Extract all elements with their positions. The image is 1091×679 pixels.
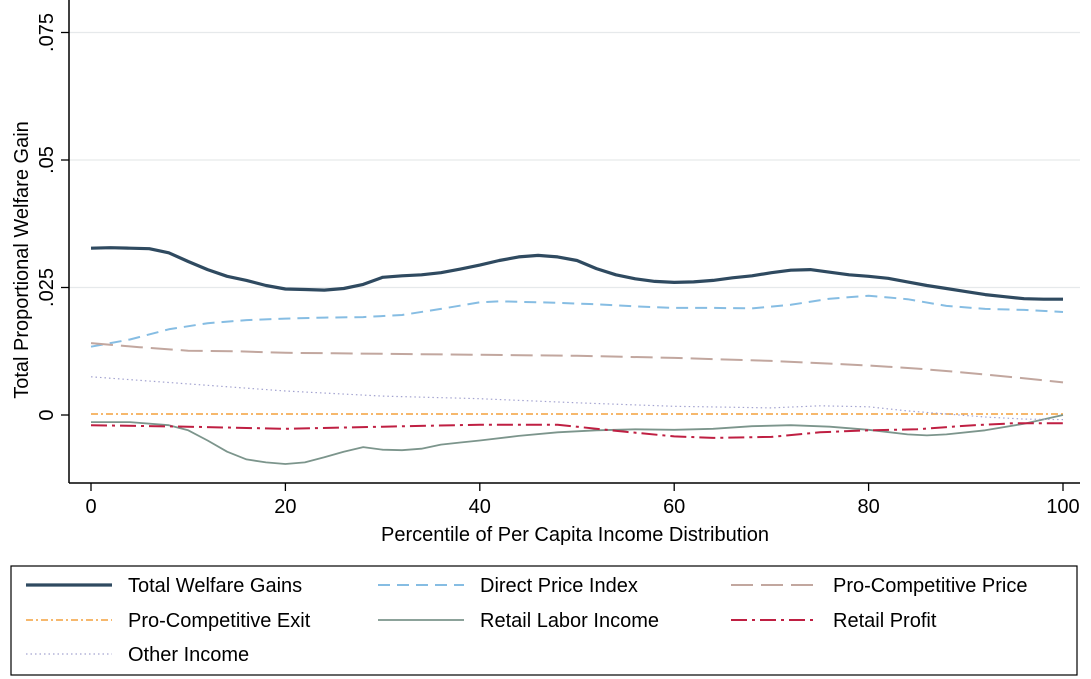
series-line-1 [90,294,1064,348]
y-tick-label-1: .025 [36,268,58,307]
y-axis-title: Total Proportional Welfare Gain [11,121,33,399]
legend-label-6: Other Income [128,644,249,666]
gridlines [69,31,1080,289]
legend-label-1: Direct Price Index [480,575,638,597]
x-tick-label-4: 80 [857,496,879,518]
x-tick-label-3: 60 [663,496,685,518]
legend-box [10,565,1078,676]
series-line-6 [90,376,1064,421]
y-tick-label-3: .075 [36,13,58,52]
legend-label-5: Retail Profit [833,610,937,632]
x-tick-label-5: 100 [1046,496,1079,518]
x-tick-label-2: 40 [469,496,491,518]
tick-labels: 0 20 40 60 80 100 0 .025 .05 .075 [36,13,1080,518]
legend-label-2: Pro-Competitive Price [833,575,1028,597]
series-line-5 [90,422,1063,439]
y-tick-label-0: 0 [36,409,58,420]
series-lines [90,246,1064,465]
legend-label-3: Pro-Competitive Exit [128,610,311,632]
axes [61,0,1080,491]
legend-label-0: Total Welfare Gains [128,575,302,597]
legend-label-4: Retail Labor Income [480,610,659,632]
x-tick-label-0: 0 [85,496,96,518]
series-line-2 [90,342,1064,384]
x-tick-label-1: 20 [274,496,296,518]
series-line-0 [90,246,1063,301]
y-tick-label-2: .05 [36,146,58,174]
x-axis-title: Percentile of Per Capita Income Distribu… [381,524,769,546]
legend: Total Welfare Gains Direct Price Index Pro… [10,565,1078,676]
series-line-4 [91,414,1064,465]
